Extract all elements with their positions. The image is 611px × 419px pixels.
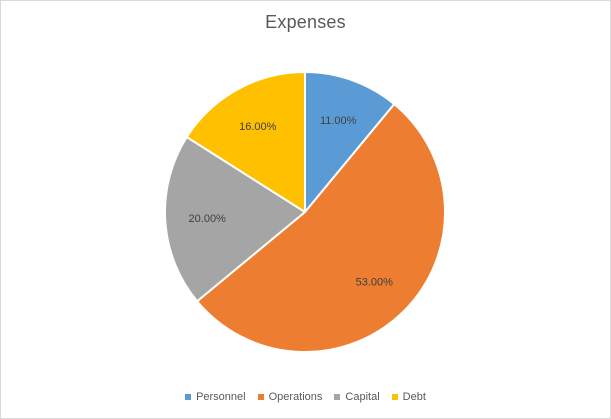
legend-item-personnel: Personnel	[185, 391, 246, 403]
legend-label-operations: Operations	[268, 391, 323, 403]
legend: Personnel Operations Capital Debt	[0, 391, 611, 403]
legend-swatch-personnel	[185, 394, 192, 400]
legend-label-capital: Capital	[345, 391, 380, 403]
legend-swatch-debt	[391, 394, 398, 400]
data-label-operations: 53.00%	[356, 276, 394, 288]
pie-slices	[164, 71, 446, 353]
data-label-personnel: 11.00%	[320, 115, 357, 127]
pie-slice-debt	[185, 71, 306, 213]
slice-labels: 11.00% 53.00% 20.00% 16.00%	[189, 115, 394, 289]
legend-swatch-capital	[334, 394, 341, 400]
legend-item-debt: Debt	[391, 391, 426, 403]
pie-slice-personnel	[304, 71, 396, 213]
legend-item-capital: Capital	[334, 391, 380, 403]
chart-title: Expenses	[265, 12, 346, 32]
data-label-debt: 16.00%	[239, 121, 277, 133]
legend-swatch-operations	[257, 394, 264, 400]
legend-item-operations: Operations	[257, 391, 323, 403]
pie-slice-operations	[196, 103, 446, 353]
legend-label-personnel: Personnel	[196, 391, 246, 403]
pie-slice-capital	[164, 135, 306, 303]
data-label-capital: 20.00%	[189, 213, 227, 225]
legend-label-debt: Debt	[402, 391, 426, 403]
